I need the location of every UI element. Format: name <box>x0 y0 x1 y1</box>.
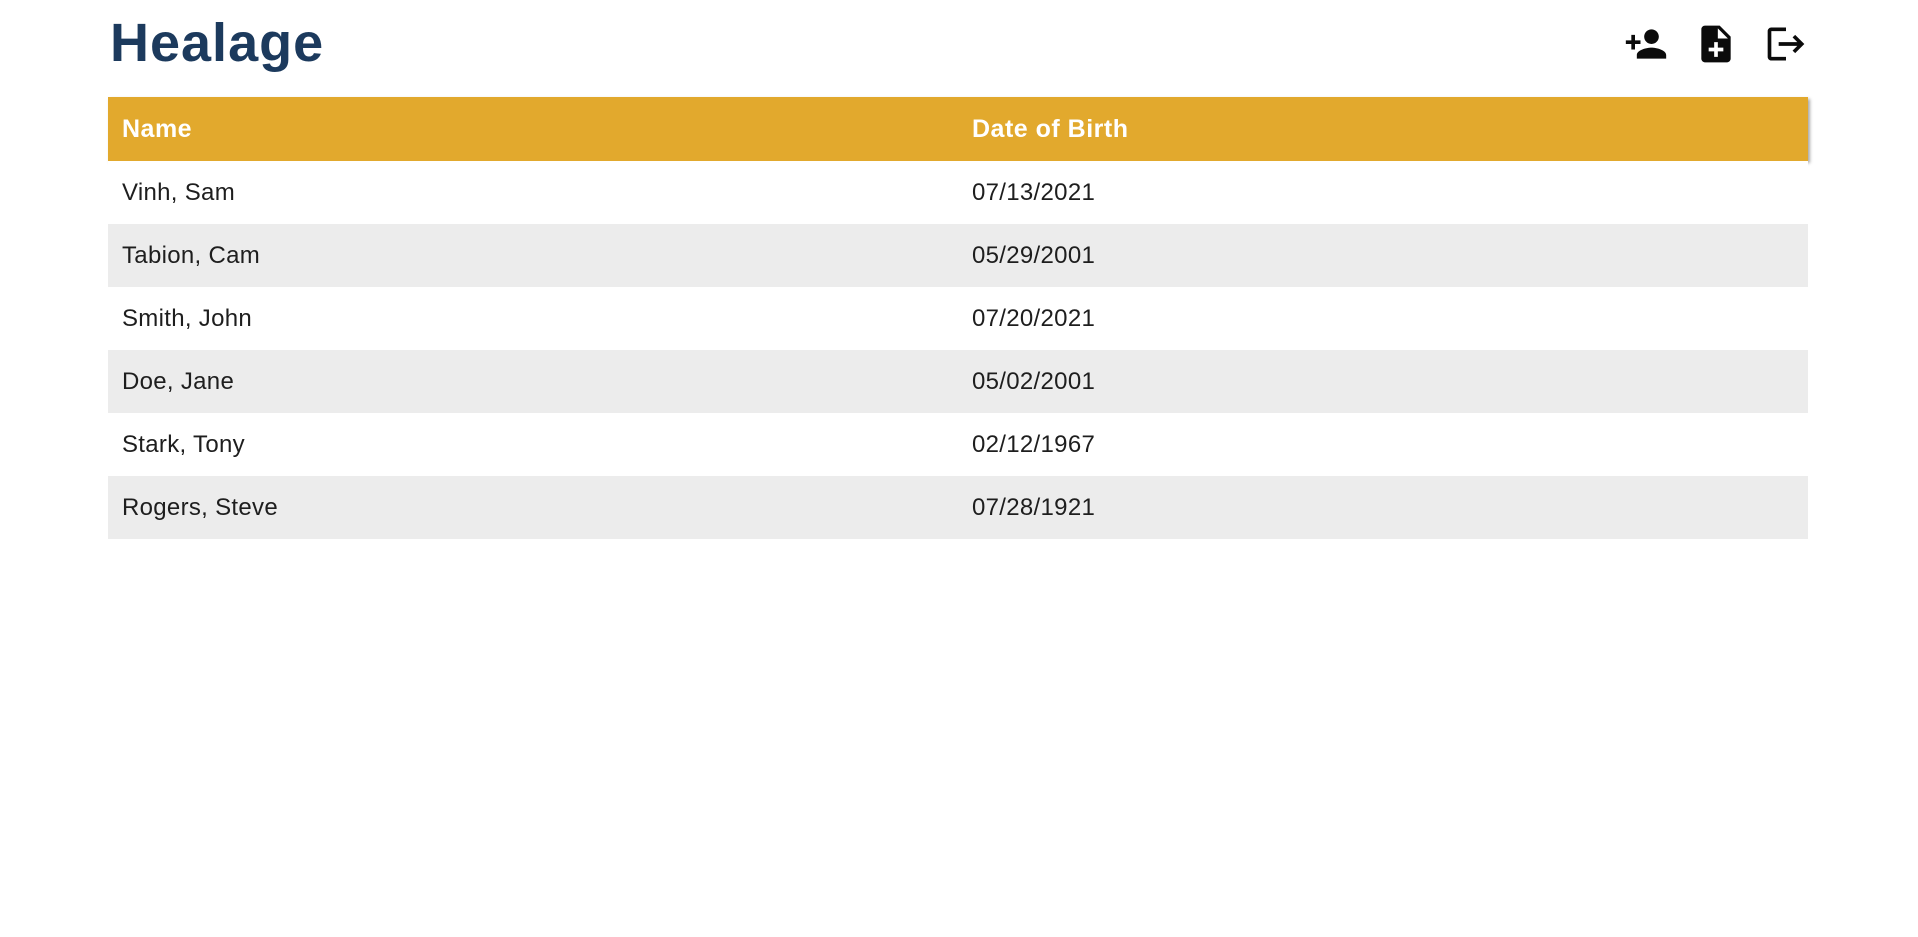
toolbar <box>1624 23 1808 67</box>
table-row[interactable]: Doe, Jane 05/02/2001 <box>108 350 1808 413</box>
table-row[interactable]: Smith, John 07/20/2021 <box>108 287 1808 350</box>
add-document-button[interactable] <box>1694 23 1738 67</box>
page-title: Healage <box>110 13 325 73</box>
patient-dob-cell: 05/02/2001 <box>958 350 1808 413</box>
patient-dob-cell: 05/29/2001 <box>958 224 1808 287</box>
patient-dob-cell: 02/12/1967 <box>958 413 1808 476</box>
table-body: Vinh, Sam 07/13/2021 Tabion, Cam 05/29/2… <box>108 161 1808 539</box>
table-row[interactable]: Tabion, Cam 05/29/2001 <box>108 224 1808 287</box>
logout-button[interactable] <box>1764 23 1808 67</box>
patient-dob-cell: 07/20/2021 <box>958 287 1808 350</box>
person-add-icon <box>1624 22 1668 69</box>
patients-table: Name Date of Birth Vinh, Sam 07/13/2021 … <box>108 97 1808 539</box>
document-add-icon <box>1694 22 1738 69</box>
add-person-button[interactable] <box>1624 23 1668 67</box>
patients-table-container: Name Date of Birth Vinh, Sam 07/13/2021 … <box>108 97 1808 539</box>
table-row[interactable]: Stark, Tony 02/12/1967 <box>108 413 1808 476</box>
patient-name-cell: Rogers, Steve <box>108 476 958 539</box>
table-header: Name Date of Birth <box>108 97 1808 161</box>
patient-name-cell: Doe, Jane <box>108 350 958 413</box>
patient-name-cell: Vinh, Sam <box>108 161 958 224</box>
logout-icon <box>1764 22 1808 69</box>
patient-name-cell: Tabion, Cam <box>108 224 958 287</box>
column-header-name: Name <box>108 97 958 161</box>
patient-dob-cell: 07/13/2021 <box>958 161 1808 224</box>
table-row[interactable]: Vinh, Sam 07/13/2021 <box>108 161 1808 224</box>
column-header-date-of-birth: Date of Birth <box>958 97 1808 161</box>
patient-name-cell: Stark, Tony <box>108 413 958 476</box>
patient-dob-cell: 07/28/1921 <box>958 476 1808 539</box>
patient-name-cell: Smith, John <box>108 287 958 350</box>
table-row[interactable]: Rogers, Steve 07/28/1921 <box>108 476 1808 539</box>
table-header-row: Name Date of Birth <box>108 97 1808 161</box>
